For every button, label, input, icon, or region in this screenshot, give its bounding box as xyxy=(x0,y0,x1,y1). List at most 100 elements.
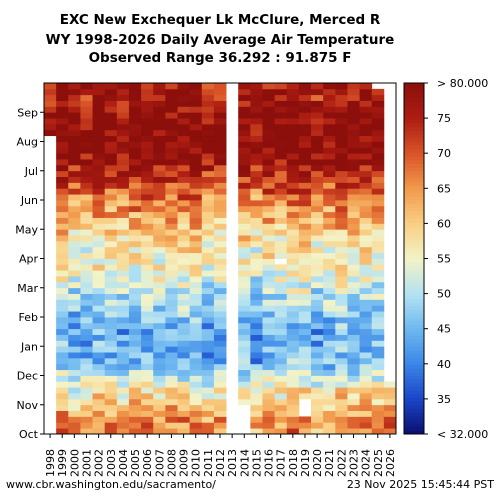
heatmap-cell xyxy=(274,299,288,306)
heatmap-cell xyxy=(371,276,385,283)
heatmap-cell xyxy=(165,200,178,207)
colorbar-segment xyxy=(404,163,424,168)
colorbar-segment xyxy=(404,232,424,238)
heatmap-cell xyxy=(298,83,312,90)
heatmap-cell xyxy=(323,346,336,353)
heatmap-cell xyxy=(323,176,336,183)
heatmap-cell xyxy=(335,129,348,137)
heatmap-cell xyxy=(311,369,324,376)
heatmap-cell xyxy=(189,393,203,400)
heatmap-cell xyxy=(56,287,69,294)
heatmap-cell xyxy=(116,357,130,365)
heatmap-cell xyxy=(371,311,385,318)
heatmap-cell xyxy=(141,194,154,201)
colorbar-tick-label: 35 xyxy=(437,393,451,406)
heatmap-cell xyxy=(128,340,142,347)
heatmap-cell xyxy=(298,118,312,125)
heatmap-cell xyxy=(189,159,203,166)
heatmap-cell xyxy=(189,235,203,242)
colorbar-tick-label: 55 xyxy=(437,253,451,266)
heatmap-cell xyxy=(177,246,191,254)
heatmap-cell xyxy=(323,422,336,429)
heatmap-cell xyxy=(298,141,312,148)
heatmap-cell xyxy=(141,129,154,137)
heatmap-cell xyxy=(347,311,360,318)
heatmap-cell xyxy=(311,287,324,294)
heatmap-cell xyxy=(165,381,178,388)
heatmap-cell xyxy=(286,229,300,236)
heatmap-cell xyxy=(383,398,397,406)
colorbar-segment xyxy=(404,269,424,274)
heatmap-cell xyxy=(56,328,69,335)
heatmap-cell xyxy=(274,352,288,359)
heatmap-cell xyxy=(274,287,288,294)
heatmap-cell xyxy=(92,147,106,154)
heatmap-cell xyxy=(359,416,373,423)
heatmap-cell xyxy=(238,159,251,166)
heatmap-cell xyxy=(371,217,385,224)
heatmap-cell xyxy=(311,334,324,341)
heatmap-cell xyxy=(335,123,348,131)
heatmap-cell xyxy=(238,141,251,148)
colorbar-segment xyxy=(404,306,424,311)
heatmap-cell xyxy=(128,393,142,400)
heatmap-cell xyxy=(68,287,81,294)
heatmap-cell xyxy=(56,211,69,218)
heatmap-cell xyxy=(262,141,276,148)
heatmap-cell xyxy=(80,147,93,154)
heatmap-cell xyxy=(153,176,166,183)
x-tick-label-2020: 2020 xyxy=(311,449,324,477)
heatmap-cell xyxy=(92,229,106,236)
heatmap-cell xyxy=(165,240,178,248)
colorbar-segment xyxy=(404,327,424,333)
heatmap-cell xyxy=(56,305,69,312)
heatmap-cell xyxy=(177,375,191,382)
heatmap-cell xyxy=(104,153,118,160)
heatmap-cell xyxy=(262,246,276,254)
heatmap-cell xyxy=(335,240,348,248)
heatmap-cell xyxy=(44,100,57,107)
heatmap-cell xyxy=(92,176,106,183)
heatmap-cell xyxy=(128,346,142,353)
heatmap-cell xyxy=(189,246,203,254)
heatmap-cell xyxy=(68,176,81,183)
heatmap-cell xyxy=(68,200,81,207)
heatmap-cell xyxy=(104,276,118,283)
heatmap-cell xyxy=(104,159,118,166)
heatmap-cell xyxy=(56,141,69,148)
heatmap-cell xyxy=(238,200,251,207)
heatmap-cell xyxy=(177,264,191,271)
heatmap-cell xyxy=(68,182,81,189)
heatmap-cell xyxy=(153,258,166,265)
heatmap-cell xyxy=(189,164,203,172)
heatmap-cell xyxy=(80,317,93,324)
heatmap-cell xyxy=(104,352,118,359)
heatmap-cell xyxy=(92,357,106,365)
heatmap-cell xyxy=(323,147,336,154)
heatmap-cell xyxy=(274,159,288,166)
heatmap-cell xyxy=(238,299,251,306)
heatmap-cell xyxy=(201,94,215,101)
heatmap-cell xyxy=(189,299,203,306)
heatmap-cell xyxy=(116,205,130,213)
heatmap-cell xyxy=(347,94,360,101)
heatmap-cell xyxy=(286,264,300,271)
heatmap-cell xyxy=(238,188,251,195)
heatmap-cell xyxy=(359,352,373,359)
heatmap-cell xyxy=(311,422,324,429)
heatmap-cell xyxy=(56,123,69,131)
heatmap-cell xyxy=(323,205,336,213)
heatmap-cell xyxy=(262,211,276,218)
heatmap-cell xyxy=(92,328,106,335)
heatmap-cell xyxy=(165,164,178,172)
heatmap-cell xyxy=(165,88,178,96)
heatmap-cell xyxy=(128,83,142,90)
heatmap-cell xyxy=(213,322,227,330)
heatmap-cell xyxy=(371,369,385,376)
heatmap-cell xyxy=(201,311,215,318)
heatmap-cell xyxy=(311,211,324,218)
heatmap-cell xyxy=(262,205,276,213)
heatmap-cell xyxy=(213,381,227,388)
heatmap-cell xyxy=(189,106,203,113)
